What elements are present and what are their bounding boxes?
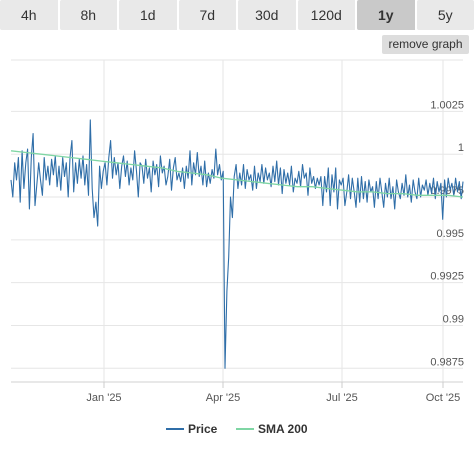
y-tick-label: 0.9925 bbox=[430, 271, 464, 283]
tab-120d[interactable]: 120d bbox=[297, 0, 357, 30]
x-tick-label: Oct '25 bbox=[426, 392, 461, 404]
tab-5y[interactable]: 5y bbox=[416, 0, 474, 30]
tab-8h[interactable]: 8h bbox=[59, 0, 119, 30]
sma-200-series-line bbox=[10, 150, 464, 198]
tab-30d[interactable]: 30d bbox=[238, 0, 298, 30]
tab-4h[interactable]: 4h bbox=[0, 0, 60, 30]
chart-legend[interactable]: Price SMA 200 bbox=[166, 422, 308, 436]
x-tick-label: Jan '25 bbox=[86, 392, 121, 404]
series-lines bbox=[10, 119, 464, 369]
legend-sma-label[interactable]: SMA 200 bbox=[258, 422, 308, 436]
remove-graph-button[interactable]: remove graph bbox=[382, 35, 469, 54]
y-tick-label: 0.99 bbox=[443, 313, 464, 325]
tab-1d[interactable]: 1d bbox=[119, 0, 179, 30]
y-tick-label: 0.9875 bbox=[430, 356, 464, 368]
y-tick-label: 1.0025 bbox=[430, 99, 464, 111]
x-tick-labels: Jan '25 Apr '25 Jul '25 Oct '25 bbox=[86, 382, 460, 404]
x-tick-label: Apr '25 bbox=[206, 392, 241, 404]
y-tick-label: 1 bbox=[458, 142, 464, 154]
tab-1y[interactable]: 1y bbox=[357, 0, 417, 30]
grid-lines bbox=[11, 59, 463, 383]
tab-7d[interactable]: 7d bbox=[178, 0, 238, 30]
price-series-line bbox=[10, 119, 464, 369]
x-tick-label: Jul '25 bbox=[326, 392, 357, 404]
legend-price-label[interactable]: Price bbox=[188, 422, 218, 436]
range-tabs: 4h 8h 1d 7d 30d 120d 1y 5y bbox=[0, 0, 474, 30]
y-tick-label: 0.995 bbox=[436, 228, 464, 240]
